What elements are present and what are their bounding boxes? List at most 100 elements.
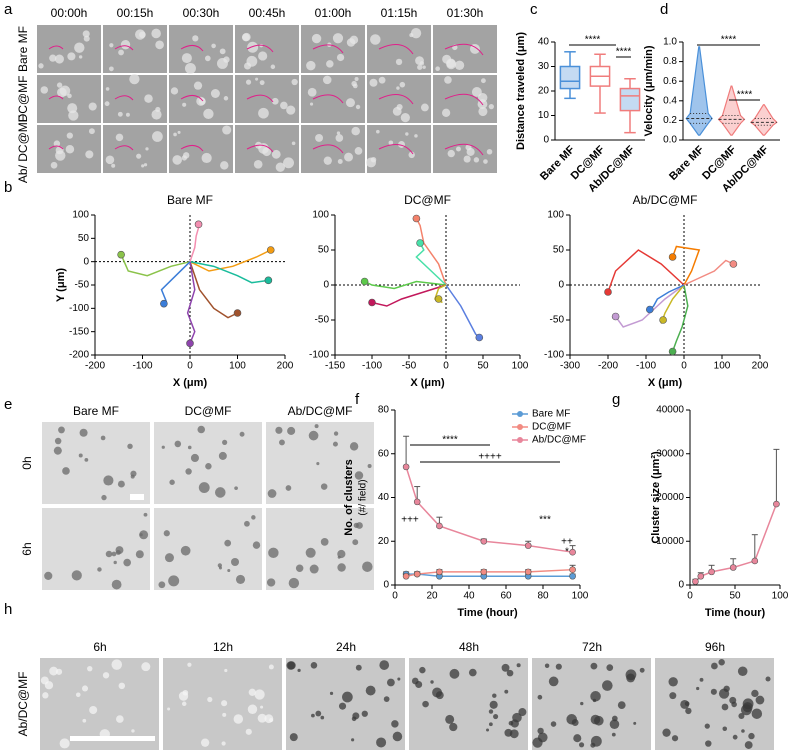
significance-label: +++ xyxy=(401,515,419,526)
microscopy-image xyxy=(42,508,150,590)
x-tick-label: 100 xyxy=(572,591,589,602)
image-texture xyxy=(244,520,250,527)
image-texture xyxy=(200,738,210,747)
panel-letter: a xyxy=(4,1,13,18)
marker xyxy=(569,566,576,573)
time-label: 48h xyxy=(459,640,479,654)
image-texture xyxy=(337,555,341,559)
image-texture xyxy=(611,732,616,737)
image-texture xyxy=(444,76,452,84)
marker xyxy=(360,277,369,286)
image-texture xyxy=(309,564,319,574)
image-texture xyxy=(167,707,171,711)
time-label: 24h xyxy=(336,640,356,654)
track-overlay xyxy=(444,43,484,56)
x-axis-label: X (μm) xyxy=(173,377,208,389)
image-texture xyxy=(537,732,548,743)
image-texture xyxy=(244,62,252,70)
image-texture xyxy=(722,726,728,732)
image-texture xyxy=(182,152,190,159)
y-tick-label: 1.0 xyxy=(663,37,677,48)
image-texture xyxy=(178,691,189,701)
image-texture xyxy=(259,80,265,86)
image-texture xyxy=(397,677,401,681)
image-texture xyxy=(362,561,373,572)
marker xyxy=(729,260,738,268)
time-label: 00:15h xyxy=(117,6,154,20)
y-tick-label: 0.6 xyxy=(663,76,677,87)
image-texture xyxy=(42,692,49,699)
image-texture xyxy=(463,155,471,163)
y-tick-label: 0.2 xyxy=(663,115,677,126)
marker xyxy=(475,333,484,342)
image-texture xyxy=(509,729,519,739)
image-texture xyxy=(352,539,359,546)
image-texture xyxy=(54,437,62,445)
image-texture xyxy=(111,659,123,670)
panel-letter: c xyxy=(530,1,538,18)
image-texture xyxy=(169,479,175,485)
image-texture xyxy=(508,720,514,726)
image-texture xyxy=(75,692,81,698)
image-texture xyxy=(223,96,229,101)
image-texture xyxy=(409,33,414,38)
line xyxy=(189,249,272,272)
image-texture xyxy=(705,740,712,747)
image-texture xyxy=(456,146,461,152)
image-texture xyxy=(685,707,692,715)
panel-letter: b xyxy=(4,179,12,196)
track-overlay xyxy=(48,145,64,150)
image-texture xyxy=(239,431,245,437)
image-texture xyxy=(102,672,110,679)
marker xyxy=(668,253,677,261)
image-texture xyxy=(592,698,597,703)
row-label: DC@MF xyxy=(16,76,30,123)
marker xyxy=(413,570,421,578)
y-tick-label: 80 xyxy=(378,405,390,416)
image-texture xyxy=(78,55,83,59)
image-texture xyxy=(130,474,135,479)
image-texture xyxy=(320,483,328,490)
image-texture xyxy=(383,696,390,703)
image-texture xyxy=(291,78,298,86)
image-texture xyxy=(395,58,403,66)
image-texture xyxy=(56,82,63,88)
image-texture xyxy=(227,568,231,573)
image-texture xyxy=(468,668,477,677)
marker xyxy=(436,568,443,576)
image-texture xyxy=(291,141,296,146)
image-texture xyxy=(548,676,559,687)
image-texture xyxy=(355,664,362,671)
y-tick-label: 0 xyxy=(383,580,389,591)
y-tick-label: 20 xyxy=(378,536,390,547)
image-texture xyxy=(125,112,130,117)
marker xyxy=(402,572,410,580)
line xyxy=(614,284,685,328)
marker xyxy=(368,298,376,307)
image-texture xyxy=(335,134,344,142)
row-label: Ab/DC@MF xyxy=(16,672,30,737)
image-texture xyxy=(751,708,763,719)
x-tick-label: 0 xyxy=(443,361,449,372)
line xyxy=(371,284,447,307)
image-texture xyxy=(332,441,338,447)
x-tick-label: 0 xyxy=(392,591,398,602)
significance-label: **** xyxy=(616,47,632,58)
image-texture xyxy=(396,86,400,90)
image-texture xyxy=(230,557,240,567)
image-texture xyxy=(161,445,165,449)
line xyxy=(364,280,447,290)
x-tick-label: -300 xyxy=(560,361,580,372)
line xyxy=(671,284,689,352)
x-axis-label: Time (hour) xyxy=(457,607,518,619)
image-texture xyxy=(275,426,283,434)
image-texture xyxy=(279,439,285,446)
x-tick-label: 100 xyxy=(714,361,731,372)
image-texture xyxy=(210,88,220,99)
image-texture xyxy=(129,73,140,85)
track-overlay xyxy=(312,94,344,104)
image-texture xyxy=(207,696,213,703)
image-texture xyxy=(537,727,544,735)
image-texture xyxy=(430,680,434,684)
